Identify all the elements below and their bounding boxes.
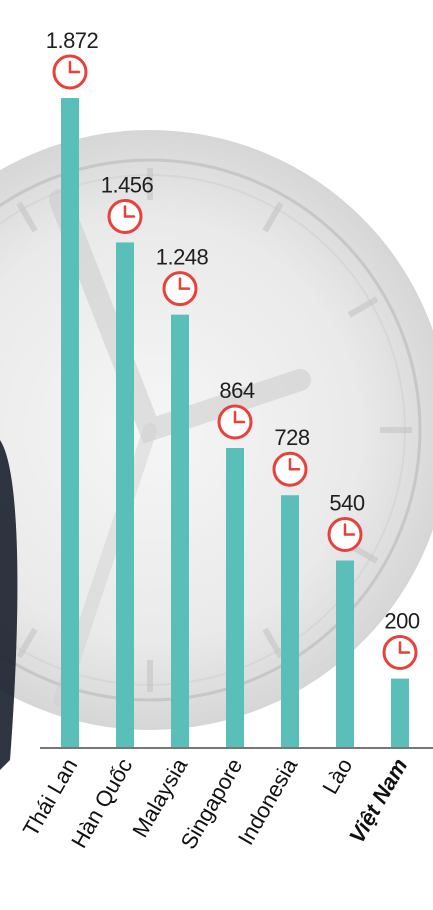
bar (171, 314, 189, 748)
clock-icon (327, 517, 363, 552)
clock-icon (107, 198, 143, 234)
watch-strap-fragment (0, 440, 18, 770)
clock-icon (162, 271, 198, 307)
value-labels-group: 1.872 1.456 1.248 864 728 540 200 (46, 28, 421, 634)
value-label: 1.248 (156, 245, 209, 270)
clock-icon (217, 404, 253, 440)
clock-icon (272, 451, 308, 487)
value-label: 200 (384, 609, 419, 634)
bar (226, 448, 244, 748)
value-label: 540 (329, 491, 364, 516)
category-label: Lào (317, 754, 357, 798)
background-watch-illustration (0, 130, 433, 730)
bar (336, 560, 354, 748)
clock-icon (52, 54, 88, 90)
watch-tick (262, 627, 284, 659)
clock-icon (382, 635, 418, 671)
bar (116, 242, 134, 748)
value-label: 728 (274, 425, 309, 450)
bars-group (61, 98, 409, 748)
value-label: 1.872 (46, 28, 99, 53)
value-label: 1.456 (101, 172, 154, 197)
watch-tick (16, 201, 38, 233)
value-label: 864 (219, 378, 254, 403)
bar (61, 98, 79, 748)
watch-tick (262, 201, 284, 233)
bar (281, 495, 299, 748)
watch-tick (16, 627, 38, 659)
bar (391, 678, 409, 748)
watch-tick (347, 296, 379, 318)
clock-markers-group (52, 54, 418, 671)
